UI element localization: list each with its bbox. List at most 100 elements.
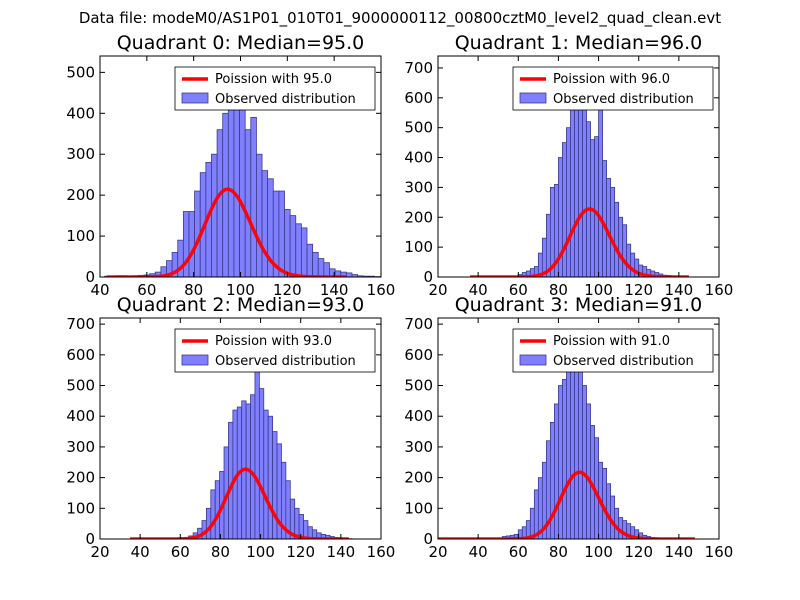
legend-bars-label: Observed distribution — [553, 354, 694, 369]
y-tick-label: 700 — [404, 315, 433, 333]
histogram-bar — [211, 153, 218, 277]
legend-bars-swatch — [181, 92, 209, 104]
histogram-bar — [626, 243, 632, 277]
x-tick-label: 60 — [137, 281, 156, 299]
y-tick-label: 500 — [404, 377, 433, 395]
histogram-bar — [594, 136, 599, 277]
histogram-bar — [582, 385, 587, 539]
histogram-bar — [250, 394, 256, 539]
x-tick-label: 160 — [367, 543, 396, 561]
poisson-curve — [470, 207, 689, 277]
histogram-bar — [345, 272, 353, 277]
legend-curve-label: Poission with 95.0 — [215, 72, 332, 87]
legend-bars-label: Observed distribution — [215, 354, 356, 369]
y-tick-label: 0 — [423, 530, 433, 548]
legend: Poission with 96.0 Observed distribution — [512, 66, 714, 111]
histogram-bar — [188, 211, 196, 277]
histogram-bar — [614, 201, 620, 277]
histogram-bar — [562, 142, 567, 277]
histogram-bar — [239, 86, 246, 277]
y-tick-label: 200 — [66, 186, 95, 204]
histogram-bar — [278, 190, 285, 277]
panel-title: Quadrant 1: Median=96.0 — [455, 32, 703, 54]
histogram-bar — [586, 121, 591, 277]
x-tick-label: 160 — [705, 281, 734, 299]
y-tick-label: 700 — [66, 315, 95, 333]
histogram-bar — [323, 262, 330, 277]
histogram-bar — [289, 215, 297, 277]
histogram-bar — [566, 366, 571, 539]
y-tick-label: 600 — [404, 346, 433, 364]
x-tick-label: 140 — [320, 281, 349, 299]
y-tick-label: 600 — [66, 346, 95, 364]
y-tick-label: 200 — [66, 469, 95, 487]
histogram-bar — [256, 153, 263, 277]
histogram-bar — [578, 369, 583, 539]
legend-bars-swatch — [519, 354, 547, 366]
histogram-bar — [570, 106, 575, 277]
histogram-bar — [261, 170, 269, 277]
legend-bars-label: Observed distribution — [553, 92, 694, 107]
histogram-bar — [267, 415, 274, 539]
histogram-bar — [598, 97, 603, 277]
x-tick-label: 80 — [549, 543, 568, 561]
x-tick-label: 120 — [273, 281, 302, 299]
quadrant-panel-2: Quadrant 2: Median=93.0 20 40 60 80 100 120 140… — [66, 294, 395, 561]
legend-curve-label: Poission with 96.0 — [553, 72, 670, 87]
plot-area — [104, 86, 381, 277]
axes-frame — [437, 55, 720, 278]
x-tick-label: 80 — [549, 281, 568, 299]
histogram-bar — [574, 97, 579, 277]
histogram-bar — [610, 495, 616, 539]
histogram-bar — [562, 378, 567, 539]
histogram-bar — [254, 357, 260, 539]
histogram-bar — [533, 489, 539, 539]
histogram-bar — [205, 507, 212, 539]
x-tick-label: 100 — [226, 281, 255, 299]
histogram-bar — [250, 116, 257, 277]
y-tick-label: 0 — [423, 268, 433, 286]
x-tick-label: 120 — [624, 543, 653, 561]
y-tick-label: 100 — [66, 499, 95, 517]
histogram-bar — [306, 243, 314, 277]
histogram-bar — [630, 252, 636, 277]
y-tick-label: 0 — [85, 530, 95, 548]
x-tick-label: 100 — [584, 281, 613, 299]
y-tick-label: 100 — [404, 499, 433, 517]
y-tick-label: 400 — [66, 104, 95, 122]
histogram-bar — [284, 209, 291, 277]
histogram-bar — [618, 216, 624, 277]
x-tick-label: 20 — [428, 281, 447, 299]
legend: Poission with 93.0 Observed distribution — [174, 328, 376, 373]
x-tick-label: 60 — [171, 543, 190, 561]
legend-bars-swatch — [519, 92, 547, 104]
x-tick-label: 120 — [624, 281, 653, 299]
x-tick-label: 120 — [286, 543, 315, 561]
x-tick-label: 40 — [469, 281, 488, 299]
x-tick-label: 40 — [90, 281, 109, 299]
y-tick-label: 500 — [404, 119, 433, 137]
y-tick-label: 500 — [66, 63, 95, 81]
histogram-bar — [312, 252, 319, 277]
x-tick-label: 100 — [584, 543, 613, 561]
histogram-bar — [554, 403, 559, 539]
y-tick-label: 200 — [404, 208, 433, 226]
y-tick-label: 500 — [66, 377, 95, 395]
y-tick-label: 100 — [66, 227, 95, 245]
quadrant-panel-0: Quadrant 0: Median=95.0 40 60 80 100 120 140 16… — [66, 32, 395, 299]
histogram-bar — [300, 227, 308, 277]
x-tick-label: 60 — [509, 281, 528, 299]
histogram-bar — [317, 258, 325, 277]
histogram-bar — [210, 489, 216, 539]
histogram-bar — [263, 409, 269, 539]
histogram-bar — [558, 385, 563, 539]
axes-frame — [99, 317, 382, 540]
histogram-bar — [216, 129, 224, 277]
legend: Poission with 95.0 Observed distribution — [174, 66, 376, 111]
histogram-bar — [222, 112, 229, 277]
figure-title: Data file: modeM0/AS1P01_010T01_90000001… — [79, 9, 721, 28]
x-tick-label: 20 — [90, 543, 109, 561]
x-tick-label: 140 — [665, 281, 694, 299]
y-tick-label: 600 — [404, 89, 433, 107]
